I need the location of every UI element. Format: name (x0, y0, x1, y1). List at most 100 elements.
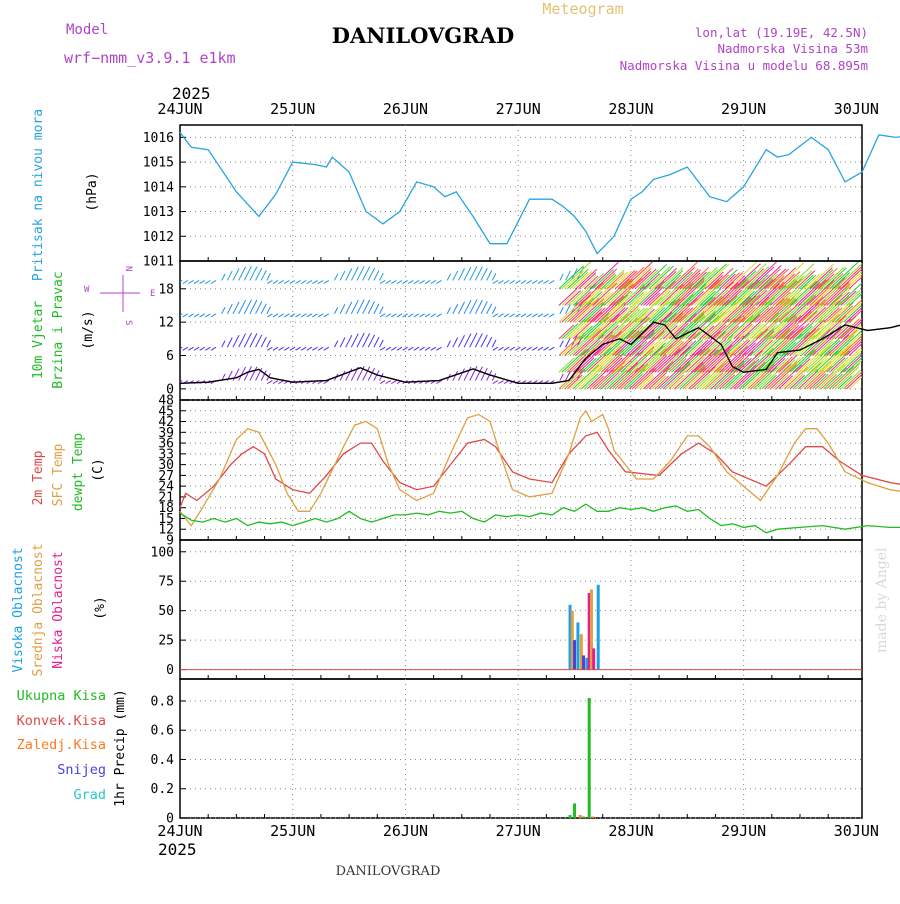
wind-speed-line (179, 321, 900, 384)
wind-barb (764, 268, 787, 290)
wind-barb (722, 296, 751, 323)
wind-barb (738, 324, 755, 340)
wind-barb (761, 328, 791, 356)
wind-barb (789, 306, 807, 323)
wind-barb (620, 350, 644, 373)
wind-barb (402, 346, 408, 351)
wind-barb (753, 355, 772, 373)
pressure-ytick-label: 1016 (143, 131, 174, 146)
wind-barb (492, 346, 499, 351)
temperature-ytick-label: 18 (158, 501, 174, 516)
wind-barb (761, 273, 778, 290)
wind-barb (603, 324, 619, 340)
wind-barb (719, 305, 738, 323)
wind-barb (205, 346, 211, 351)
precip-ytick-label: 0.2 (151, 782, 174, 797)
wind-barb (781, 288, 800, 306)
wind-barb (786, 292, 802, 306)
legend-freezing-rain: Zaledj.Kisa (17, 737, 106, 753)
wind-barb (660, 329, 688, 356)
wind-barb (660, 283, 684, 306)
wind-barb (784, 274, 800, 290)
wind-barb (565, 304, 571, 315)
wind-barb (778, 321, 797, 340)
wind-barb (379, 306, 384, 315)
wind-barb (716, 363, 745, 390)
wind-barb (702, 341, 719, 356)
wind-barb (741, 354, 761, 373)
wind-barb (407, 346, 414, 351)
wind-barb (631, 367, 655, 390)
wind-barb (457, 268, 465, 281)
wind-barb (620, 266, 645, 290)
wind-barb (373, 303, 380, 315)
wind-barb (548, 346, 555, 351)
clouds-bar-5 (582, 655, 586, 670)
wind-barb (840, 318, 862, 340)
wind-barb (295, 280, 301, 284)
wind-barb (295, 346, 301, 351)
wind-barb (575, 372, 594, 390)
wind-barb (665, 340, 683, 356)
wind-barb (612, 370, 632, 390)
dewpt-ylabel: dewpt Temp (71, 433, 86, 511)
wind-barb (764, 348, 790, 373)
wind-barb (581, 288, 600, 306)
wind-barb (817, 273, 835, 290)
wind-barb (606, 303, 627, 323)
wind-barb (469, 332, 478, 348)
wind-barb (226, 304, 233, 315)
wind-barb (581, 357, 597, 373)
wind-barb (648, 355, 667, 373)
wind-barb (676, 268, 699, 290)
year-top: 2025 (172, 84, 211, 103)
wind-barb (803, 302, 825, 323)
wind-barb (564, 339, 582, 356)
wind-barb (182, 346, 189, 351)
wind-barb (603, 302, 626, 323)
wind-barb (623, 359, 638, 373)
wind-barb (180, 346, 183, 350)
precip-legend: Ukupna Kisa Konvek.Kisa Zaledj.Kisa Snij… (17, 688, 106, 803)
clouds-bar-6 (585, 657, 589, 670)
wind-barb (598, 365, 624, 390)
wind-barb (634, 297, 662, 323)
temp2m-ylabel: 2m Temp (31, 450, 46, 505)
wind-barb (367, 367, 375, 381)
wind-barb (609, 362, 639, 390)
wind-barb (693, 330, 721, 356)
wind-barb (561, 368, 584, 390)
wind-barb (317, 346, 324, 351)
wind-barb (612, 307, 629, 323)
wind-barb (761, 324, 778, 340)
wind-barb (631, 290, 648, 306)
wind-barb (402, 313, 408, 318)
day-label-top: 29JUN (721, 100, 766, 118)
wind-unit: (m/s) (81, 310, 96, 349)
wind-barb (722, 272, 741, 290)
wind-barb (586, 308, 603, 323)
wind-barb (843, 290, 861, 306)
wind-barb (778, 354, 798, 373)
wind-barb (323, 280, 330, 284)
wind-barb (691, 339, 709, 356)
wind-barb (559, 340, 564, 348)
clouds-bar-8 (589, 589, 593, 670)
precip-ytick-label: 0.8 (151, 694, 174, 709)
wind-barb (436, 346, 442, 351)
wind-barb (620, 363, 649, 390)
wind-barb (643, 311, 673, 340)
wind-barb (781, 310, 812, 340)
wind-barb (564, 369, 586, 390)
wind-barb (436, 280, 442, 284)
wind-barb (558, 335, 581, 356)
cloud-low-ylabel: Niska Oblacnost (51, 551, 66, 668)
wind-barb (629, 371, 649, 390)
wind-barb (598, 339, 616, 356)
wind-barb (606, 357, 623, 373)
temperature-ytick-label: 45 (158, 404, 174, 419)
wind-barb (474, 366, 483, 381)
wind-barb (474, 266, 483, 281)
wind-barb (676, 349, 703, 373)
wind-barb (558, 265, 584, 290)
